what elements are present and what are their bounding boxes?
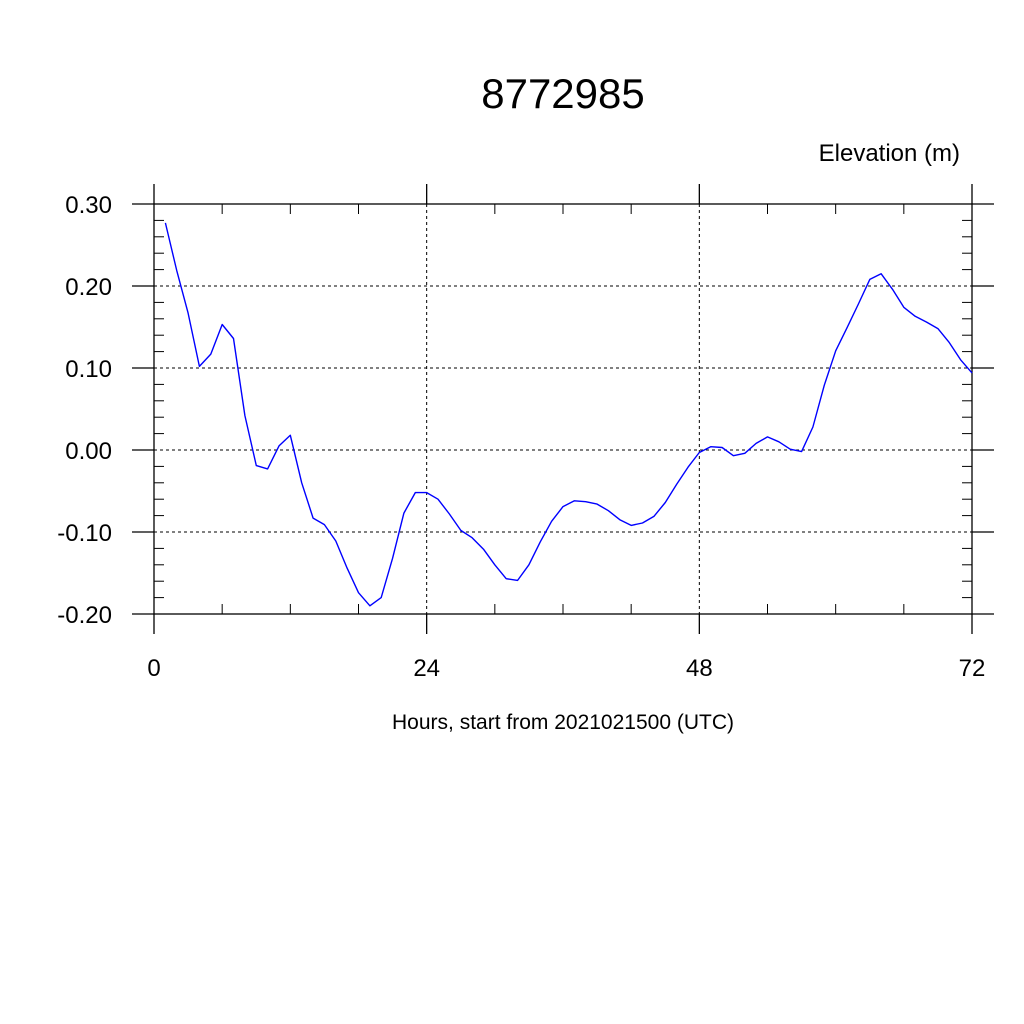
series-line <box>164 222 973 607</box>
chart-title: 8772985 <box>481 70 645 117</box>
series-layer <box>164 222 973 607</box>
x-axis-label: Hours, start from 2021021500 (UTC) <box>392 711 734 734</box>
axis-ticks <box>132 184 994 634</box>
y-tick-label: 0.00 <box>65 438 112 465</box>
x-tick-label: 0 <box>147 655 160 682</box>
y-tick-label: 0.30 <box>65 192 112 219</box>
tick-labels: 0.30 0.20 0.10 0.00 -0.10 -0.20 0 24 48 72 <box>57 192 985 682</box>
x-tick-label: 24 <box>413 655 440 682</box>
y-tick-label: -0.10 <box>57 520 112 547</box>
y-tick-label: 0.20 <box>65 274 112 301</box>
y-tick-label: 0.10 <box>65 356 112 383</box>
x-tick-label: 72 <box>959 655 986 682</box>
y-tick-label: -0.20 <box>57 602 112 629</box>
chart-subtitle: Elevation (m) <box>819 140 960 167</box>
x-tick-label: 48 <box>686 655 713 682</box>
